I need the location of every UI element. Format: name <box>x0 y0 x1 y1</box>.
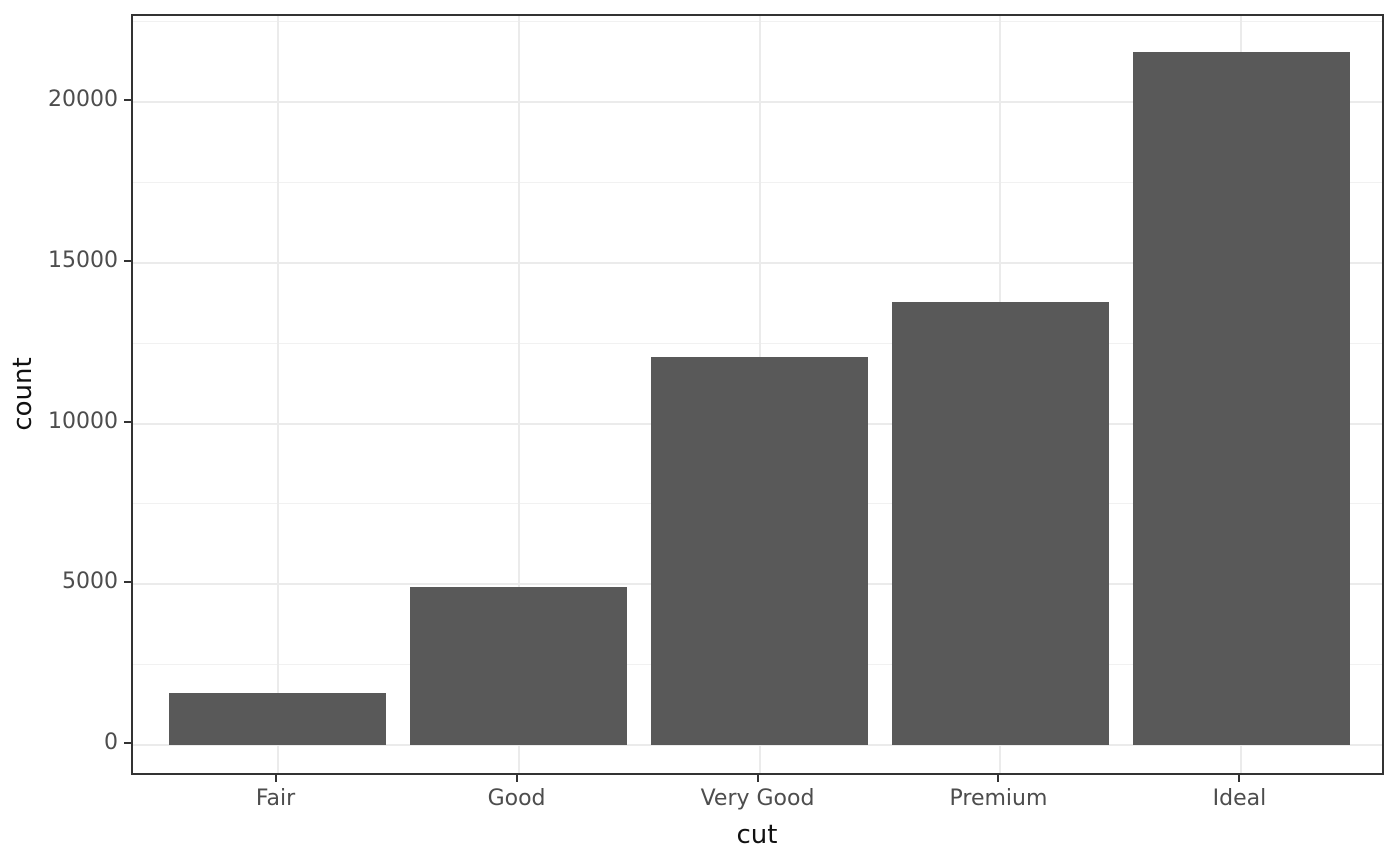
major-gridline <box>133 744 1382 746</box>
x-tick-mark <box>756 775 759 782</box>
x-tick-mark <box>515 775 518 782</box>
y-tick-label: 5000 <box>62 569 118 595</box>
y-tick-label: 0 <box>104 730 118 755</box>
bar <box>651 356 868 745</box>
x-axis-title: cut <box>736 820 778 850</box>
minor-gridline <box>133 21 1382 23</box>
y-tick-mark <box>124 99 131 102</box>
x-tick-mark <box>997 775 1000 782</box>
plot-panel <box>131 14 1384 775</box>
x-tick-mark <box>1238 775 1241 782</box>
plot-area <box>133 16 1382 773</box>
y-tick-label: 10000 <box>48 408 118 434</box>
major-gridline <box>133 261 1382 264</box>
bar <box>169 693 386 745</box>
y-tick-mark <box>124 420 131 423</box>
x-tick-label: Good <box>487 786 546 811</box>
x-tick-label: Very Good <box>700 786 815 811</box>
x-tick-label: Premium <box>949 786 1048 811</box>
x-tick-label: Fair <box>255 786 296 811</box>
minor-gridline <box>133 342 1382 344</box>
y-tick-label: 15000 <box>48 247 118 273</box>
major-gridline <box>133 101 1382 104</box>
y-tick-mark <box>124 742 131 744</box>
bar <box>410 587 627 745</box>
bar <box>892 301 1109 745</box>
y-tick-mark <box>124 259 131 262</box>
y-tick-label: 20000 <box>48 87 118 113</box>
vertical-gridline <box>276 16 279 773</box>
y-axis-title: count <box>8 357 38 431</box>
minor-gridline <box>133 182 1382 184</box>
vertical-gridline <box>517 16 520 773</box>
x-tick-mark <box>274 775 277 782</box>
x-tick-label: Ideal <box>1212 786 1267 811</box>
bar <box>1132 52 1350 745</box>
y-tick-mark <box>124 581 131 584</box>
